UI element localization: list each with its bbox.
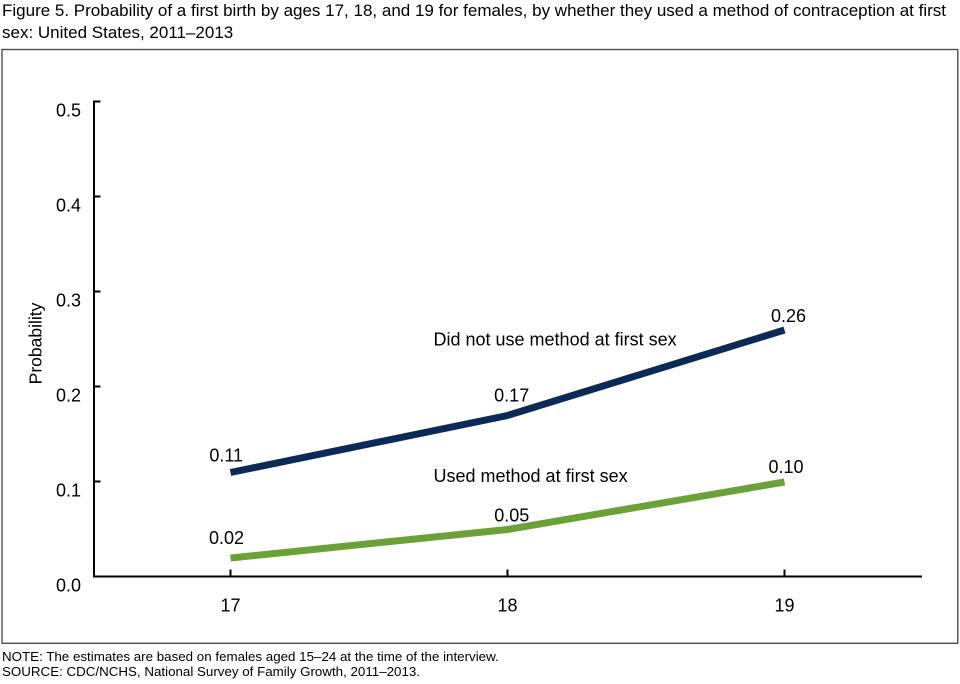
- svg-text:18: 18: [497, 595, 517, 615]
- svg-text:0.26: 0.26: [771, 306, 806, 326]
- svg-text:0.2: 0.2: [56, 385, 81, 405]
- svg-text:Probability: Probability: [26, 302, 46, 384]
- svg-text:0.11: 0.11: [209, 446, 243, 466]
- svg-text:0.10: 0.10: [768, 457, 803, 477]
- svg-text:0.05: 0.05: [494, 506, 529, 526]
- svg-text:Used method at first sex: Used method at first sex: [434, 466, 628, 486]
- svg-text:0.5: 0.5: [56, 100, 81, 120]
- svg-text:Did not use method at first se: Did not use method at first sex: [434, 330, 677, 350]
- svg-text:0.4: 0.4: [56, 195, 81, 215]
- svg-text:0.02: 0.02: [209, 528, 244, 548]
- svg-text:0.3: 0.3: [56, 290, 81, 310]
- svg-text:19: 19: [774, 595, 794, 615]
- svg-text:0.0: 0.0: [56, 575, 81, 595]
- svg-text:0.17: 0.17: [494, 386, 529, 406]
- svg-text:0.1: 0.1: [56, 480, 81, 500]
- svg-text:17: 17: [220, 595, 240, 615]
